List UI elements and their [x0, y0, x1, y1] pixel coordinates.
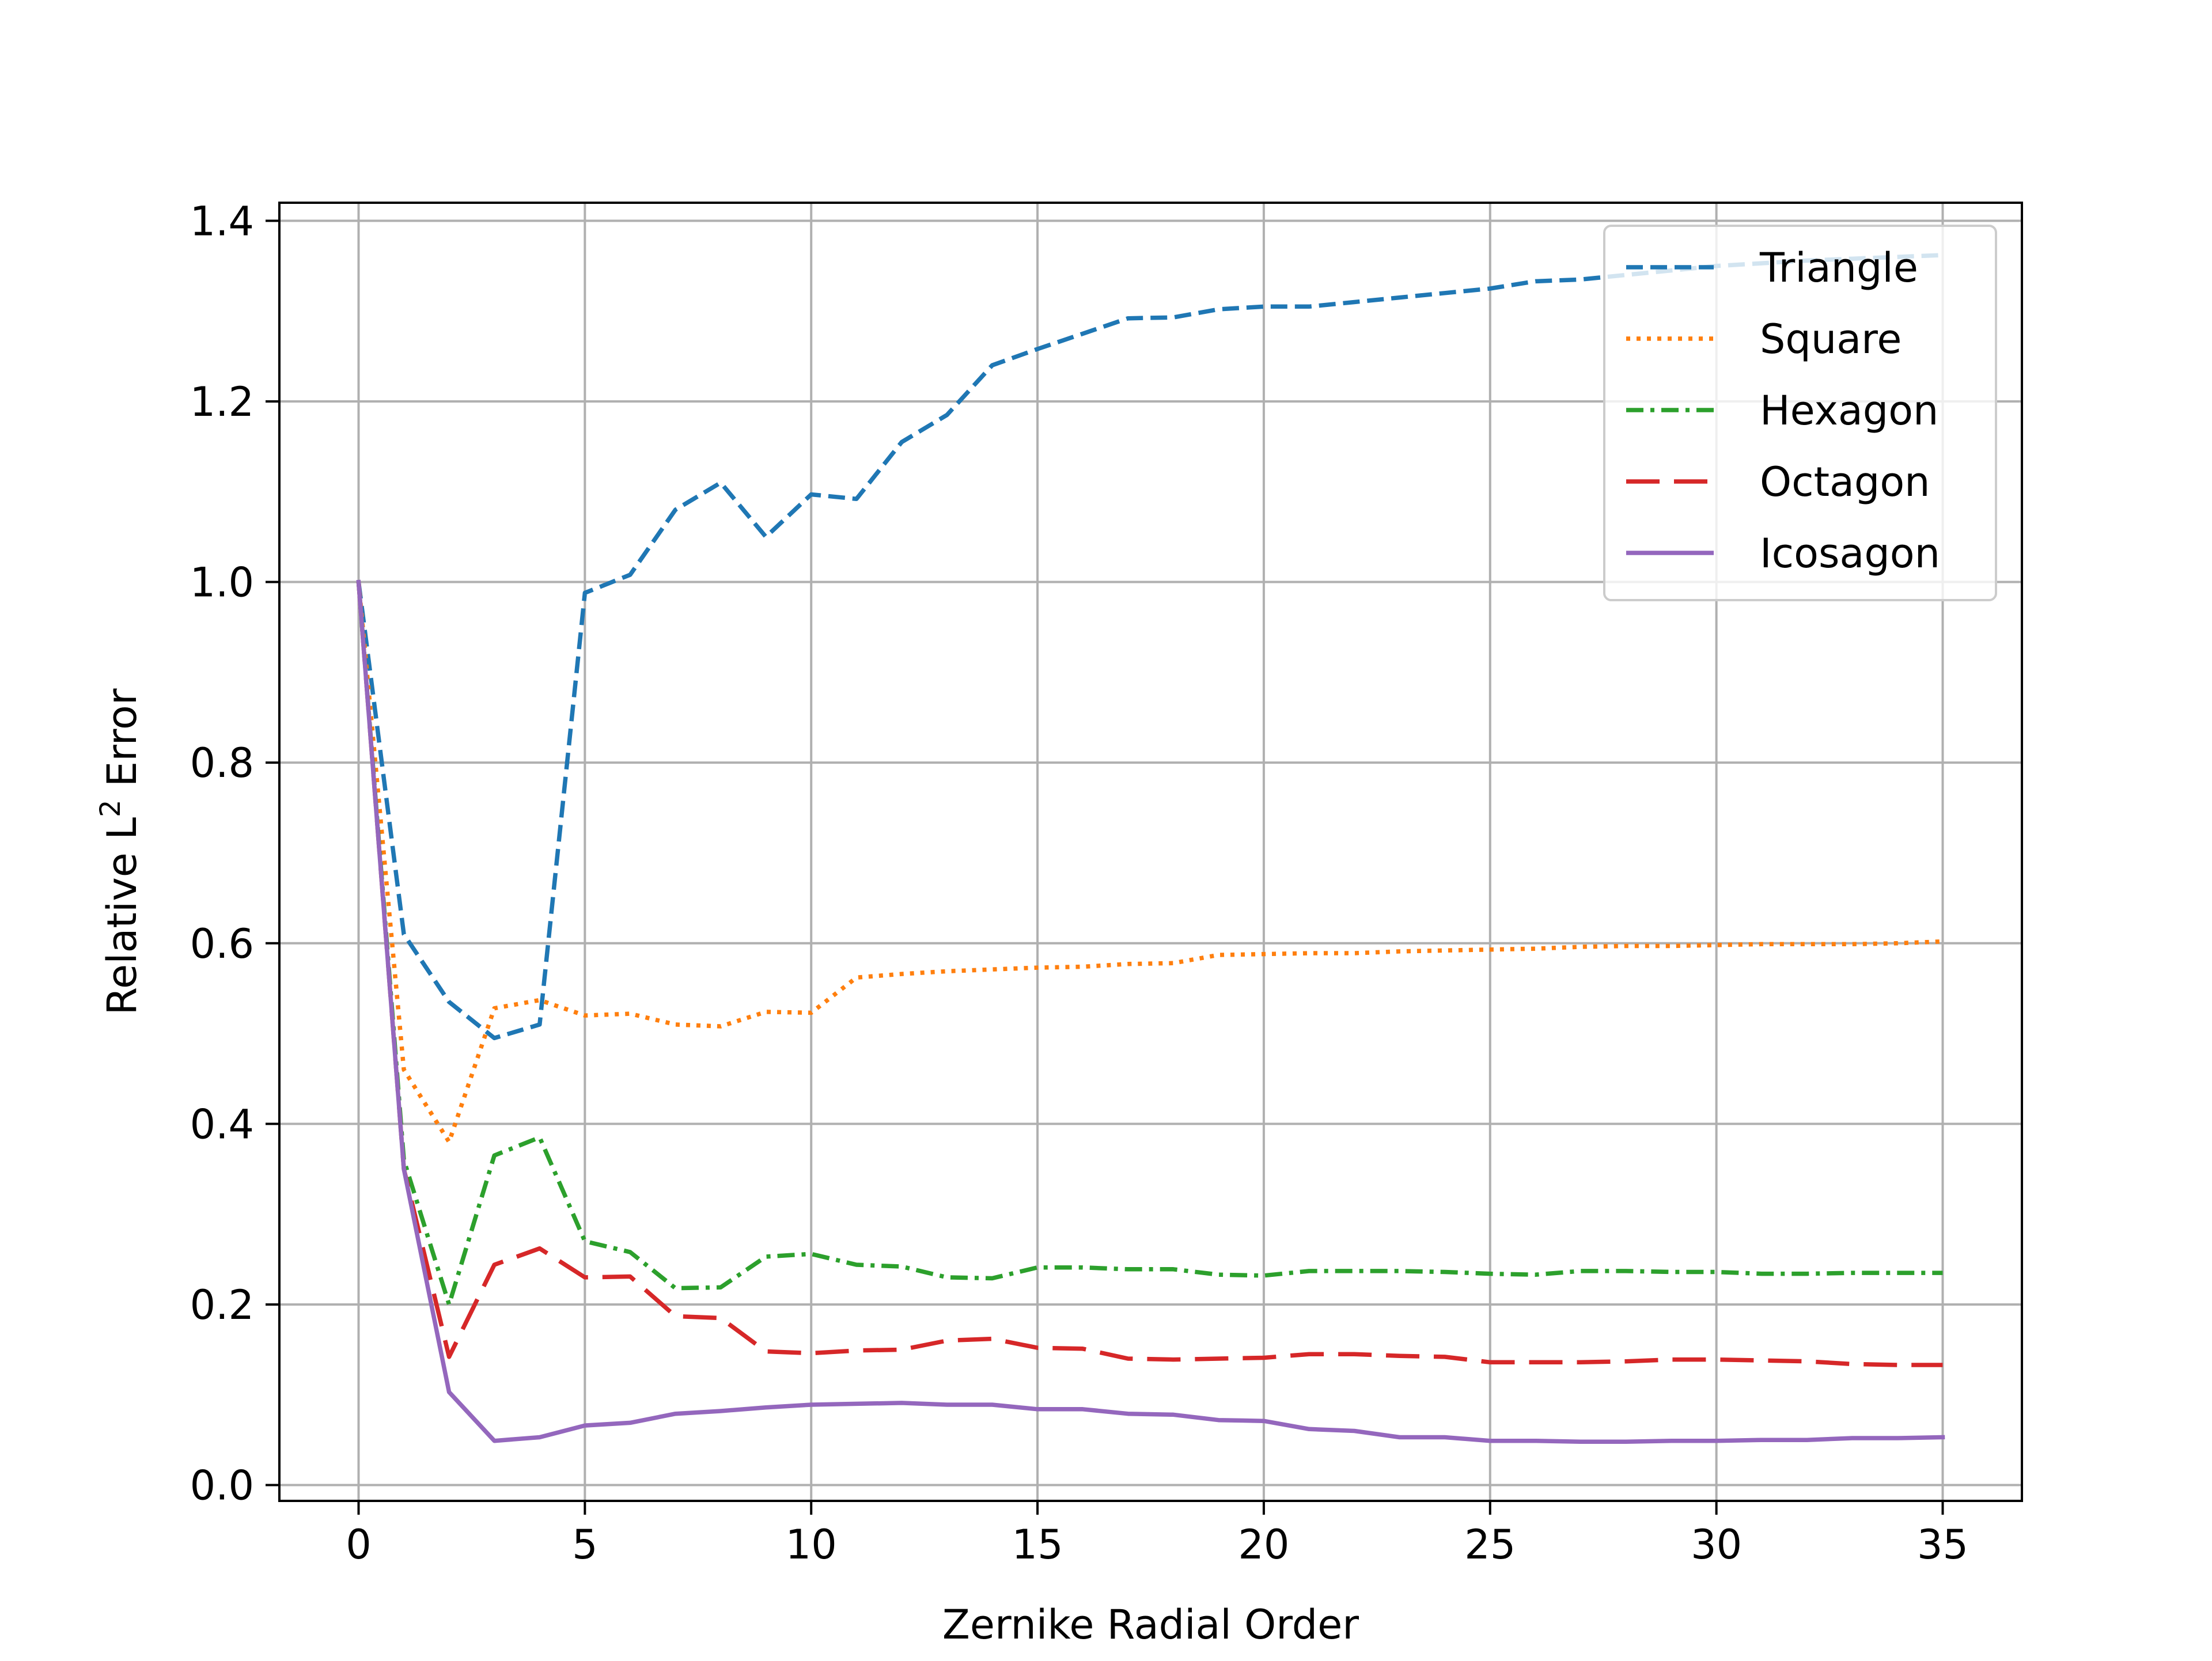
y-tick-label: 0.4 [190, 1101, 254, 1148]
y-tick-label: 1.4 [190, 198, 254, 245]
x-tick-label: 20 [1238, 1521, 1289, 1568]
x-tick-label: 30 [1691, 1521, 1742, 1568]
x-tick-label: 25 [1464, 1521, 1516, 1568]
y-axis-label-tail: Error [99, 688, 146, 799]
x-tick-label: 10 [786, 1521, 837, 1568]
plot-frame [278, 202, 2023, 1502]
x-axis-label: Zernike Radial Order [942, 1601, 1359, 1648]
y-axis-label-superscript: 2 [94, 799, 127, 817]
y-tick-label: 0.6 [190, 920, 254, 968]
legend-label-square: Square [1760, 316, 1902, 363]
series-line-icosagon [356, 579, 1945, 1444]
y-tick-label: 0.8 [190, 740, 254, 787]
series-lines [356, 253, 1945, 1444]
legend: Triangle Square Hexagon Octagon Icosagon [1603, 225, 1997, 601]
legend-box [1603, 225, 1997, 601]
x-tick-label: 15 [1012, 1521, 1063, 1568]
x-tick-label: 0 [346, 1521, 372, 1568]
y-tick-label: 1.0 [190, 559, 254, 606]
x-tick-label: 35 [1917, 1521, 1968, 1568]
axis-ticks: 0 5 10 15 20 25 30 35 0.0 0.2 0.4 0.6 0.8 1.0 1.2 1.4 [190, 198, 1968, 1568]
series-line-triangle [356, 253, 1943, 1041]
series-line-hexagon [356, 582, 1943, 1307]
legend-label-octagon: Octagon [1760, 458, 1930, 506]
y-tick-label: 0.0 [190, 1462, 254, 1510]
legend-label-triangle: Triangle [1759, 244, 1918, 291]
y-tick-label: 0.2 [190, 1281, 254, 1329]
legend-label-hexagon: Hexagon [1760, 387, 1938, 434]
y-axis-label-main: Relative L [99, 817, 146, 1015]
x-tick-label: 5 [572, 1521, 598, 1568]
y-axis-label: Relative L2 Error [94, 688, 146, 1015]
legend-label-icosagon: Icosagon [1760, 530, 1940, 577]
series-line-square [356, 582, 1943, 1144]
y-tick-label: 1.2 [190, 378, 254, 426]
series-line-octagon [356, 582, 1943, 1367]
